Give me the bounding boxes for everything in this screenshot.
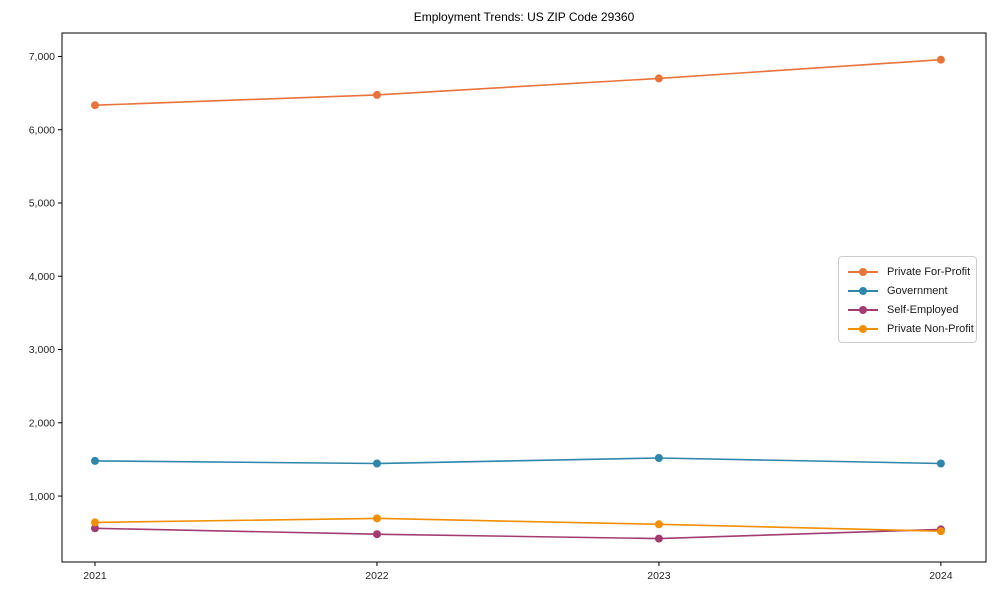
y-tick-label: 6,000	[29, 124, 55, 136]
legend: Private For-Profit Government Self-Employe…	[838, 256, 977, 343]
legend-label: Self-Employed	[887, 303, 959, 316]
legend-line-marker-icon	[848, 267, 878, 276]
legend-label: Private For-Profit	[887, 265, 971, 278]
legend-item-private-for-profit: Private For-Profit	[848, 262, 971, 281]
y-tick-label: 5,000	[29, 198, 55, 210]
legend-item-self-employed: Self-Employed	[848, 300, 968, 319]
series-line	[94, 517, 941, 532]
data-point-marker	[91, 456, 99, 465]
series-government	[91, 454, 945, 468]
x-tick-label: 2024	[929, 570, 953, 582]
data-point-marker	[936, 55, 945, 64]
legend-line-marker-icon	[848, 324, 878, 333]
data-point-marker	[91, 101, 99, 110]
series-line	[94, 58, 941, 106]
legend-item-government: Government	[848, 281, 968, 300]
legend-label: Government	[887, 284, 948, 297]
y-tick-label: 2,000	[29, 417, 55, 429]
legend-label: Private Non-Profit	[887, 322, 974, 335]
x-tick-label: 2022	[365, 570, 389, 582]
data-point-marker	[936, 527, 945, 536]
y-tick-label: 1,000	[29, 491, 55, 503]
data-point-marker	[936, 459, 945, 468]
data-point-marker	[91, 518, 99, 527]
data-point-marker	[654, 74, 663, 83]
legend-item-private-non-profit: Private Non-Profit	[848, 319, 974, 338]
series-line	[94, 527, 941, 540]
data-point-marker	[373, 459, 381, 468]
x-tick-label: 2021	[83, 570, 107, 582]
data-point-marker	[654, 534, 663, 543]
data-point-marker	[654, 520, 663, 529]
series-private-for-profit	[91, 55, 945, 110]
x-axis: 2021 2022 2023 2024	[83, 562, 953, 582]
data-point-marker	[373, 514, 381, 523]
y-axis: 1,000 2,000 3,000 4,000 5,000 6,000 7,000	[29, 51, 62, 503]
y-tick-label: 4,000	[29, 271, 55, 283]
x-tick-label: 2023	[647, 570, 671, 582]
data-point-marker	[654, 454, 663, 462]
y-tick-label: 3,000	[29, 344, 55, 356]
y-tick-label: 7,000	[29, 51, 55, 63]
legend-line-marker-icon	[848, 286, 878, 295]
series-line	[94, 457, 941, 465]
legend-line-marker-icon	[848, 305, 878, 314]
series-private-non-profit	[91, 514, 945, 536]
chart-title: Employment Trends: US ZIP Code 29360	[413, 10, 635, 24]
data-point-marker	[373, 90, 381, 99]
data-point-marker	[373, 530, 381, 539]
series-self-employed	[91, 524, 945, 543]
plot-border	[61, 32, 987, 563]
data-point-marker	[91, 524, 99, 533]
